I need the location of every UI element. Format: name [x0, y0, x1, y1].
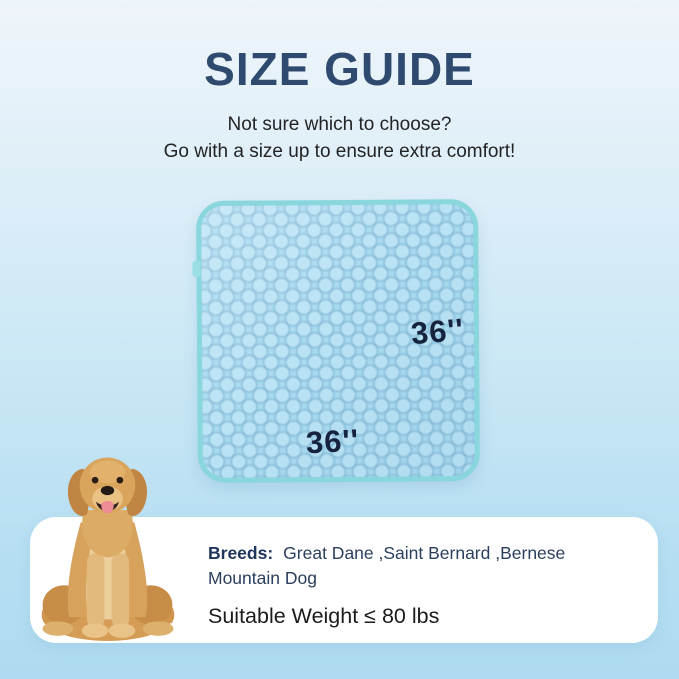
breeds-value: Great Dane ,Saint Bernard ,Bernese Mount… [208, 543, 566, 588]
subtitle-line-1: Not sure which to choose? [227, 114, 452, 135]
breeds-line: Breeds: Great Dane ,Saint Bernard ,Bernes… [208, 541, 638, 591]
mat-fold-tab [192, 260, 201, 278]
breeds-label: Breeds: [208, 543, 274, 563]
golden-retriever-photo [41, 457, 175, 641]
subtitle: Not sure which to choose? Go with a size… [0, 112, 679, 166]
suitable-weight-text: Suitable Weight ≤ 80 lbs [208, 603, 440, 628]
page-title: SIZE GUIDE [204, 43, 475, 95]
mat-side-dimension-label: 36'' [409, 311, 466, 352]
subtitle-line-2: Go with a size up to ensure extra comfor… [163, 140, 516, 162]
breed-info-text: Breeds: Great Dane ,Saint Bernard ,Bernes… [208, 541, 638, 629]
mat-bottom-dimension-label: 36'' [305, 422, 361, 461]
